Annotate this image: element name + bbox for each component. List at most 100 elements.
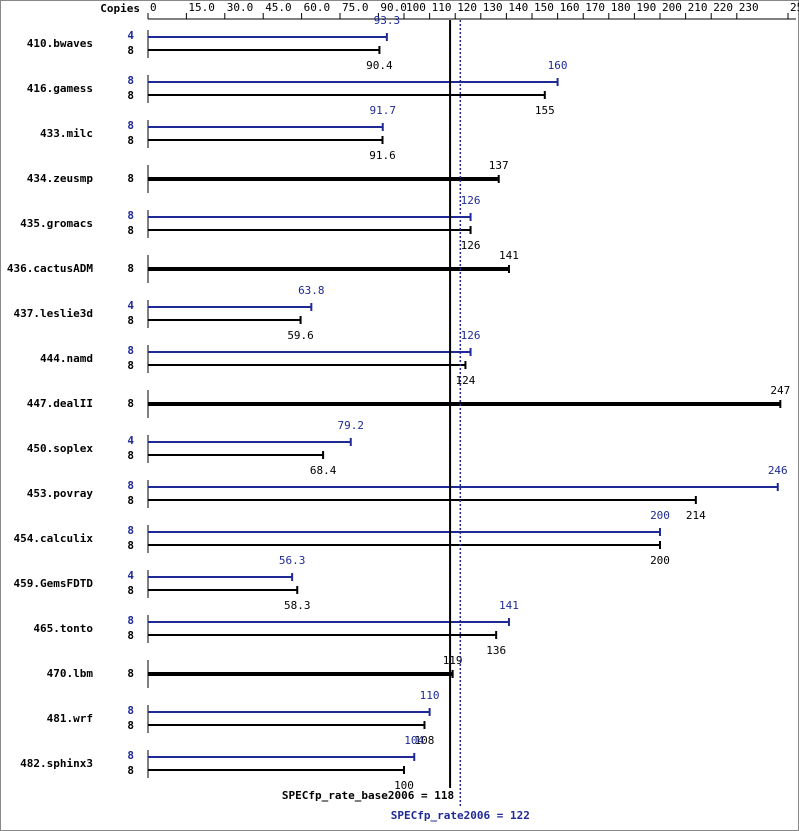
x-tick-label: 15.0 <box>188 1 215 14</box>
bar <box>148 306 312 308</box>
copies-label: 8 <box>127 667 134 680</box>
benchmark-label: 444.namd <box>40 352 93 365</box>
x-tick-label: 250 <box>790 1 799 14</box>
bar <box>148 216 471 218</box>
copies-label: 8 <box>127 172 134 185</box>
x-tick-label: 30.0 <box>227 1 254 14</box>
copies-label: 8 <box>127 224 134 237</box>
bar <box>148 402 781 406</box>
copies-label: 8 <box>127 359 134 372</box>
value-label: 58.3 <box>284 599 311 612</box>
copies-label: 8 <box>127 539 134 552</box>
bar <box>148 576 293 578</box>
copies-label: 8 <box>127 134 134 147</box>
value-label: 63.8 <box>298 284 325 297</box>
copies-label: 8 <box>127 397 134 410</box>
value-label: 108 <box>415 734 435 747</box>
x-tick-label: 75.0 <box>342 1 369 14</box>
copies-label: 8 <box>127 74 134 87</box>
value-label: 126 <box>461 329 481 342</box>
value-label: 155 <box>535 104 555 117</box>
copies-label: 4 <box>127 29 134 42</box>
value-label: 136 <box>486 644 506 657</box>
copies-label: 8 <box>127 209 134 222</box>
value-label: 91.6 <box>369 149 396 162</box>
x-tick-label: 110 <box>432 1 452 14</box>
copies-label: 8 <box>127 749 134 762</box>
benchmark-label: 465.tonto <box>33 622 93 635</box>
value-label: 214 <box>686 509 706 522</box>
value-label: 79.2 <box>338 419 365 432</box>
bar <box>148 319 301 321</box>
benchmark-label: 450.soplex <box>27 442 94 455</box>
value-label: 90.4 <box>366 59 393 72</box>
benchmark-label: 434.zeusmp <box>27 172 94 185</box>
benchmark-label: 435.gromacs <box>20 217 93 230</box>
copies-label: 8 <box>127 719 134 732</box>
bar <box>148 499 696 501</box>
x-tick-label: 170 <box>585 1 605 14</box>
bar <box>148 229 471 231</box>
x-tick-label: 210 <box>688 1 708 14</box>
x-tick-label: 190 <box>636 1 656 14</box>
bar <box>148 544 660 546</box>
copies-label: 8 <box>127 704 134 717</box>
value-label: 59.6 <box>287 329 314 342</box>
bar <box>148 36 387 38</box>
bar <box>148 672 453 676</box>
value-label: 104 <box>404 734 424 747</box>
x-tick-label: 0 <box>150 1 157 14</box>
benchmark-label: 447.dealII <box>27 397 93 410</box>
bar <box>148 267 509 271</box>
value-label: 110 <box>420 689 440 702</box>
benchmark-label: 454.calculix <box>14 532 94 545</box>
bar <box>148 139 383 141</box>
x-tick-label: 140 <box>508 1 528 14</box>
bar <box>148 531 660 533</box>
bar <box>148 724 425 726</box>
copies-label: 8 <box>127 119 134 132</box>
x-tick-label: 230 <box>739 1 759 14</box>
copies-label: 8 <box>127 764 134 777</box>
benchmark-label: 436.cactusADM <box>7 262 93 275</box>
value-label: 124 <box>456 374 476 387</box>
copies-label: 4 <box>127 299 134 312</box>
value-label: 119 <box>443 654 463 667</box>
value-label: 126 <box>461 194 481 207</box>
value-label: 100 <box>394 779 414 792</box>
benchmark-label: 410.bwaves <box>27 37 93 50</box>
bar <box>148 589 298 591</box>
copies-label: 8 <box>127 44 134 57</box>
x-tick-label: 60.0 <box>304 1 331 14</box>
value-label: 126 <box>461 239 481 252</box>
benchmark-label: 416.gamess <box>27 82 93 95</box>
value-label: 56.3 <box>279 554 306 567</box>
x-tick-label: 90.0 <box>380 1 407 14</box>
bar <box>148 711 430 713</box>
bar <box>148 756 415 758</box>
bar <box>148 94 545 96</box>
copies-label: 8 <box>127 314 134 327</box>
reference-label: SPECfp_rate2006 = 122 <box>391 809 530 822</box>
bar <box>148 441 351 443</box>
benchmark-label: 482.sphinx3 <box>20 757 93 770</box>
value-label: 200 <box>650 554 670 567</box>
value-label: 247 <box>770 384 790 397</box>
bar <box>148 364 466 366</box>
x-tick-label: 150 <box>534 1 554 14</box>
bar <box>148 49 380 51</box>
benchmark-label: 481.wrf <box>47 712 93 725</box>
bar <box>148 454 324 456</box>
copies-label: 4 <box>127 434 134 447</box>
copies-label: 8 <box>127 344 134 357</box>
bar <box>148 621 509 623</box>
x-tick-label: 200 <box>662 1 682 14</box>
benchmark-label: 459.GemsFDTD <box>14 577 94 590</box>
bar <box>148 81 558 83</box>
bar <box>148 177 499 181</box>
benchmark-label: 437.leslie3d <box>14 307 93 320</box>
value-label: 246 <box>768 464 788 477</box>
benchmark-label: 453.povray <box>27 487 94 500</box>
